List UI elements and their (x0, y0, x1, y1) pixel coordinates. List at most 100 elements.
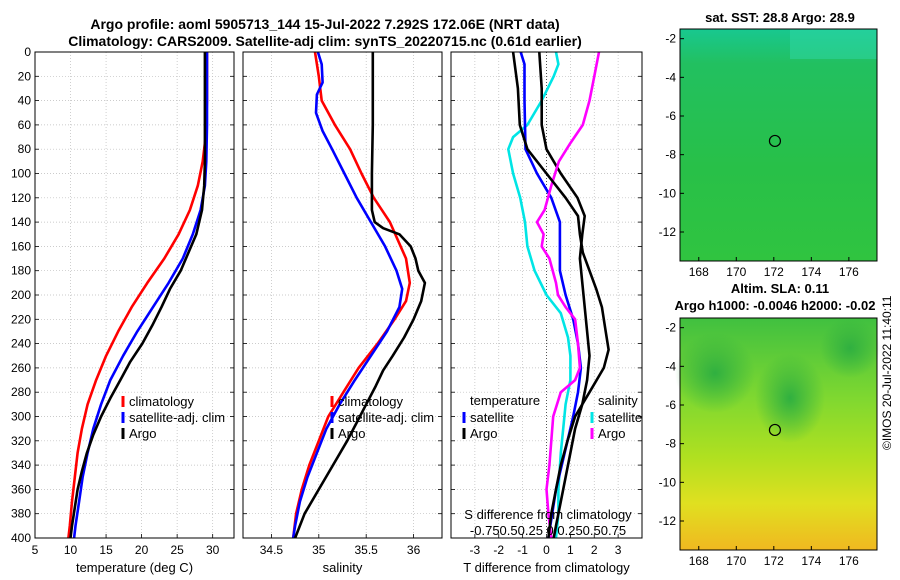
x-tick-label: 25 (170, 543, 184, 557)
salinity-diff-axis-label: S difference from climatology (464, 507, 632, 522)
y-tick-label: 280 (11, 385, 31, 399)
x-tick-label: -2 (493, 543, 504, 557)
map-y-tick-label: -4 (665, 359, 676, 373)
map-x-tick-label: 174 (801, 265, 821, 279)
x-tick-label: 20 (135, 543, 149, 557)
series-line (538, 51, 591, 539)
y-tick-label: 100 (11, 167, 31, 181)
x-tick-label: 30 (206, 543, 220, 557)
legend-entry: satellite (598, 410, 642, 425)
legend-entry: Argo (338, 426, 365, 441)
y-tick-label: 180 (11, 264, 31, 278)
map-y-tick-label: -8 (665, 148, 676, 162)
sla-map-title: Altim. SLA: 0.11 (730, 281, 830, 296)
legend-entry: satellite-adj. clim (338, 410, 434, 425)
series-line (69, 52, 207, 539)
x-tick-label: 3 (615, 543, 622, 557)
map-y-tick-label: -2 (665, 321, 676, 335)
map-y-tick-label: -10 (659, 186, 677, 200)
salinity-diff-tick-labels: -0.750.50.25 0 0.250.50.75 (470, 523, 626, 538)
series-line (293, 52, 427, 539)
x-tick-label: 1 (567, 543, 574, 557)
y-tick-label: 160 (11, 239, 31, 253)
legend-entry: Argo (598, 426, 625, 441)
y-tick-label: 140 (11, 215, 31, 229)
y-tick-label: 320 (11, 434, 31, 448)
x-tick-label: 36 (407, 543, 421, 557)
y-tick-label: 20 (18, 69, 32, 83)
copyright-stamp: ©IMOS 20-Jul-2022 11:40:11 (880, 295, 894, 450)
legend-entry: satellite (470, 410, 514, 425)
x-tick-label: 5 (32, 543, 39, 557)
panel-temperature: 0 20 40 60 80 100 120 140 160 180 200 220 240 260 280 3… (11, 45, 235, 575)
x-tick-label: 35.5 (355, 543, 379, 557)
y-tick-label: 300 (11, 410, 31, 424)
map-x-tick-label: 170 (726, 554, 746, 568)
sla-low-patch (820, 318, 880, 378)
panel-salinity: 34.5 35 35.5 36 salinity climatologysatellite… (242, 51, 443, 575)
map-y-tick-label: -4 (665, 70, 676, 84)
sla-low-patch (755, 353, 825, 443)
x-tick-label: -3 (470, 543, 481, 557)
y-tick-label: 240 (11, 337, 31, 351)
map-x-tick-label: 172 (764, 554, 784, 568)
series-line (511, 51, 610, 539)
x-axis-label: T difference from climatology (463, 560, 630, 575)
chart-title-line2: Climatology: CARS2009. Satellite-adj cli… (68, 33, 582, 49)
x-tick-label: 10 (64, 543, 78, 557)
x-tick-label: 35 (312, 543, 326, 557)
map-y-tick-label: -12 (659, 514, 677, 528)
y-tick-label: 80 (18, 142, 32, 156)
y-tick-label: 220 (11, 312, 31, 326)
map-frame (679, 28, 878, 262)
map-x-tick-label: 176 (839, 554, 859, 568)
series-line (291, 51, 412, 539)
legend-entry: climatology (338, 394, 404, 409)
chart-title-line1: Argo profile: aoml 5905713_144 15-Jul-20… (90, 16, 560, 32)
y-tick-label: 260 (11, 361, 31, 375)
x-axis-label: salinity (323, 560, 363, 575)
argo-location-marker (768, 423, 782, 437)
panel-frame (450, 51, 643, 539)
x-tick-label: 34.5 (260, 543, 284, 557)
panel-frame (242, 51, 443, 539)
panel-difference: -3 -2 -1 0 1 2 3 T difference from climatology t… (450, 51, 643, 575)
map-y-tick-label: -6 (665, 398, 676, 412)
series-line (291, 51, 404, 539)
x-tick-label: 2 (591, 543, 598, 557)
map-y-tick-label: -12 (659, 225, 677, 239)
y-tick-label: 400 (11, 531, 31, 545)
sst-map-title: sat. SST: 28.8 Argo: 28.9 (705, 10, 855, 25)
y-tick-label: 380 (11, 507, 31, 521)
legend-entry: satellite-adj. clim (129, 410, 225, 425)
map-sst_map: 168 170 172 174 176 -2 -4 -6 -8 -10 -12 (659, 28, 878, 279)
series-line (535, 51, 601, 539)
map-sla_map: 168 170 172 174 176 -2 -4 -6 -8 -10 -12 (659, 317, 880, 568)
x-tick-label: 0 (543, 543, 550, 557)
map-y-tick-label: -2 (665, 32, 676, 46)
y-tick-label: 40 (18, 94, 32, 108)
x-tick-label: -1 (517, 543, 528, 557)
map-x-tick-label: 168 (689, 554, 709, 568)
legend-entry: Argo (129, 426, 156, 441)
y-tick-label: 60 (18, 118, 32, 132)
map-x-tick-label: 174 (801, 554, 821, 568)
legend-title-salinity: salinity (598, 393, 638, 408)
x-tick-label: 15 (99, 543, 113, 557)
legend-entry: climatology (129, 394, 195, 409)
legend-title-temperature: temperature (470, 393, 540, 408)
map-y-tick-label: -8 (665, 437, 676, 451)
map-frame (679, 317, 878, 551)
map-x-tick-label: 168 (689, 265, 709, 279)
x-axis-label: temperature (deg C) (76, 560, 193, 575)
argo-location-marker (768, 134, 782, 148)
legend-entry: Argo (470, 426, 497, 441)
map-x-tick-label: 172 (764, 265, 784, 279)
sst-warm-patch (790, 29, 877, 59)
panel-frame (34, 51, 235, 539)
map-y-tick-label: -10 (659, 475, 677, 489)
y-tick-label: 360 (11, 482, 31, 496)
y-tick-label: 0 (24, 45, 31, 59)
map-x-tick-label: 176 (839, 265, 859, 279)
